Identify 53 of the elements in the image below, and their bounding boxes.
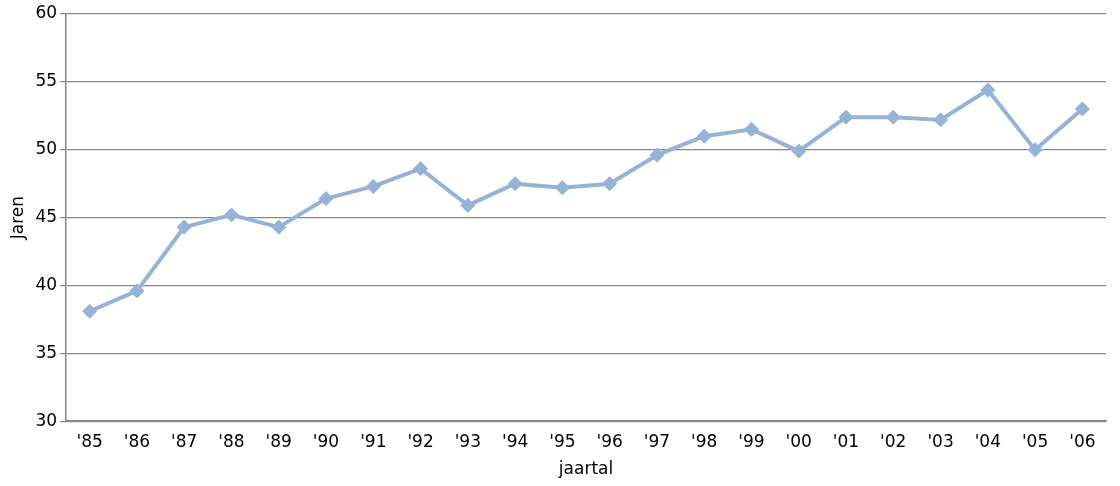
y-tick-label: 35 xyxy=(35,341,58,362)
x-tick-label: '06 xyxy=(1069,430,1096,451)
x-tick-label: '85 xyxy=(76,430,103,451)
y-tick-label: 45 xyxy=(35,206,58,227)
point xyxy=(507,176,523,192)
point xyxy=(602,176,618,192)
x-tick-label: '03 xyxy=(927,430,954,451)
y-tick-label: 40 xyxy=(35,273,58,294)
x-tick-label: '96 xyxy=(596,430,623,451)
point xyxy=(82,303,98,319)
point xyxy=(460,197,476,213)
point xyxy=(318,191,334,207)
point xyxy=(365,178,381,194)
point xyxy=(129,283,145,299)
point xyxy=(743,121,759,137)
x-tick-label: '02 xyxy=(880,430,907,451)
x-tick-label: '97 xyxy=(643,430,671,451)
x-tick-label: '99 xyxy=(738,430,765,451)
x-tick-label: '95 xyxy=(549,430,576,451)
x-axis-title: jaartal xyxy=(557,458,614,479)
x-tick-label: '86 xyxy=(123,430,151,451)
x-tick-label: '04 xyxy=(974,430,1001,451)
y-tick-label: 55 xyxy=(35,70,58,91)
x-tick-label: '05 xyxy=(1021,430,1049,451)
x-tick-label: '98 xyxy=(691,430,718,451)
point xyxy=(791,143,807,159)
point xyxy=(696,128,712,144)
y-axis-title: Jaren xyxy=(6,195,27,241)
point xyxy=(980,82,996,98)
point xyxy=(223,207,239,223)
y-tick-label: 50 xyxy=(35,138,58,159)
point xyxy=(271,219,287,235)
y-tick-label: 30 xyxy=(35,409,58,430)
x-tick-label: '94 xyxy=(501,430,529,451)
x-tick-label: '90 xyxy=(312,430,340,451)
x-tick-label: '01 xyxy=(832,430,860,451)
point xyxy=(176,219,192,235)
x-tick-label: '92 xyxy=(407,430,434,451)
point xyxy=(1074,101,1090,117)
x-tick-label: '89 xyxy=(265,430,292,451)
x-tick-label: '91 xyxy=(360,430,387,451)
x-tick-label: '87 xyxy=(171,430,198,451)
x-tick-label: '93 xyxy=(454,430,481,451)
point xyxy=(413,161,429,177)
point xyxy=(933,112,949,128)
x-tick-label: '88 xyxy=(218,430,245,451)
point xyxy=(1027,142,1043,158)
x-tick-label: '00 xyxy=(785,430,812,451)
point xyxy=(649,147,665,163)
point xyxy=(554,180,570,196)
point xyxy=(838,109,854,125)
point xyxy=(885,109,901,125)
y-tick-label: 60 xyxy=(35,2,58,23)
